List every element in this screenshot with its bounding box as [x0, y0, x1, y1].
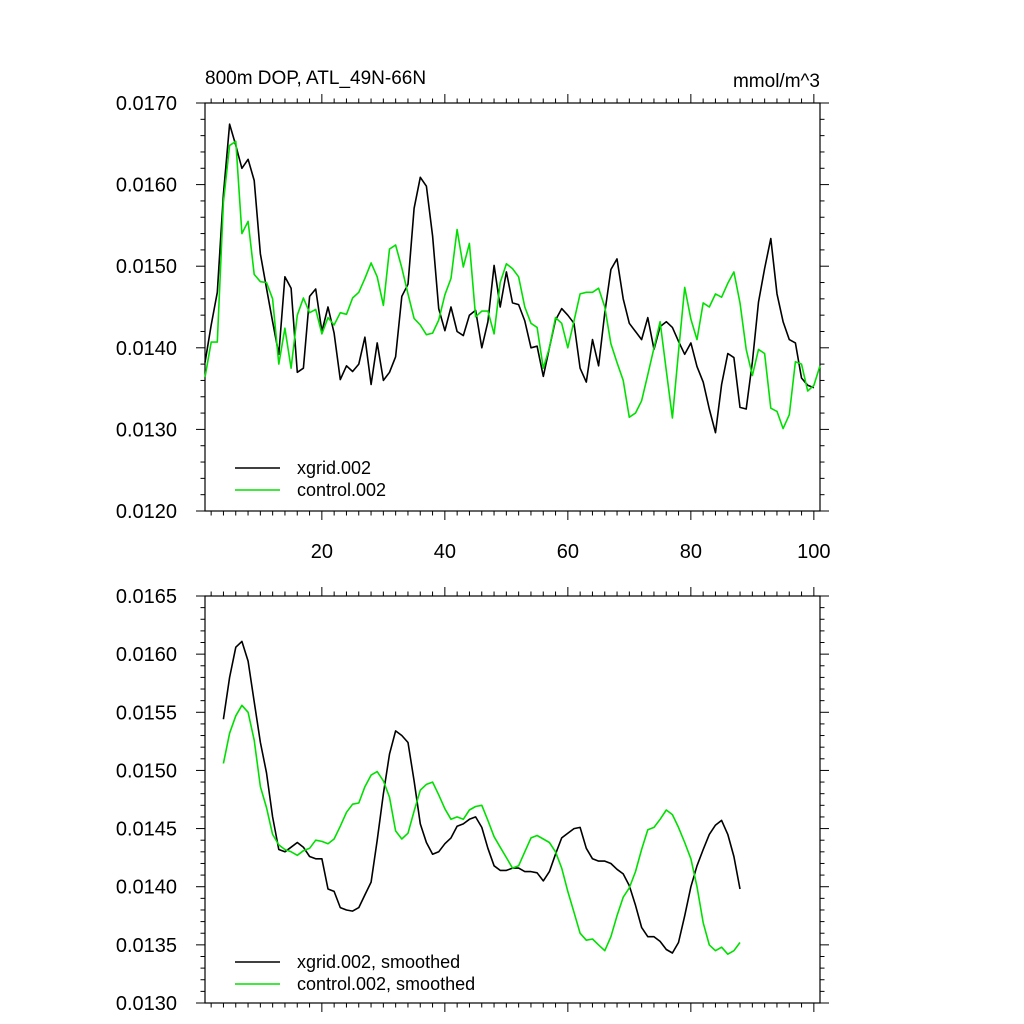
- legend-label: xgrid.002, smoothed: [297, 952, 460, 972]
- top-panel: 800m DOP, ATL_49N-66N mmol/m^3 0.0170 0.0…: [116, 68, 831, 563]
- bottom-panel: 0.0165 0.0160 0.0155 0.0150 0.0145 0.0140 0.01…: [116, 586, 829, 1015]
- y-tick-label: 0.0150: [116, 256, 177, 278]
- series-line-xgrid: [204, 123, 815, 434]
- y-tick-label: 0.0135: [116, 935, 177, 957]
- y-tick-label: 0.0150: [116, 760, 177, 782]
- plot-frame: [204, 102, 821, 512]
- legend-label: control.002: [297, 480, 386, 500]
- x-tick-label: 40: [434, 541, 456, 563]
- y-tick-label: 0.0140: [116, 877, 177, 899]
- legend-label: control.002, smoothed: [297, 974, 475, 994]
- series-line-control: [204, 140, 821, 430]
- top-panel-title: 800m DOP, ATL_49N-66N: [205, 68, 426, 89]
- x-tick-label: 100: [797, 541, 830, 563]
- y-tick-label: 0.0120: [116, 501, 177, 523]
- plot-frame: [204, 595, 821, 1004]
- y-tick-label: 0.0145: [116, 819, 177, 841]
- x-tick-label: 60: [557, 541, 579, 563]
- top-panel-units: mmol/m^3: [733, 71, 820, 92]
- y-tick-label: 0.0130: [116, 993, 177, 1015]
- y-tick-label: 0.0160: [116, 175, 177, 197]
- x-tick-label: 80: [680, 541, 702, 563]
- legend-label: xgrid.002: [297, 458, 371, 478]
- y-tick-label: 0.0165: [116, 586, 177, 608]
- y-tick-label: 0.0140: [116, 338, 177, 360]
- y-tick-label: 0.0130: [116, 419, 177, 441]
- series-line-xgrid: [222, 640, 741, 954]
- series-line-control: [222, 704, 741, 956]
- x-tick-label: 20: [311, 541, 333, 563]
- y-tick-label: 0.0170: [116, 93, 177, 115]
- y-tick-label: 0.0160: [116, 644, 177, 666]
- y-tick-label: 0.0155: [116, 702, 177, 724]
